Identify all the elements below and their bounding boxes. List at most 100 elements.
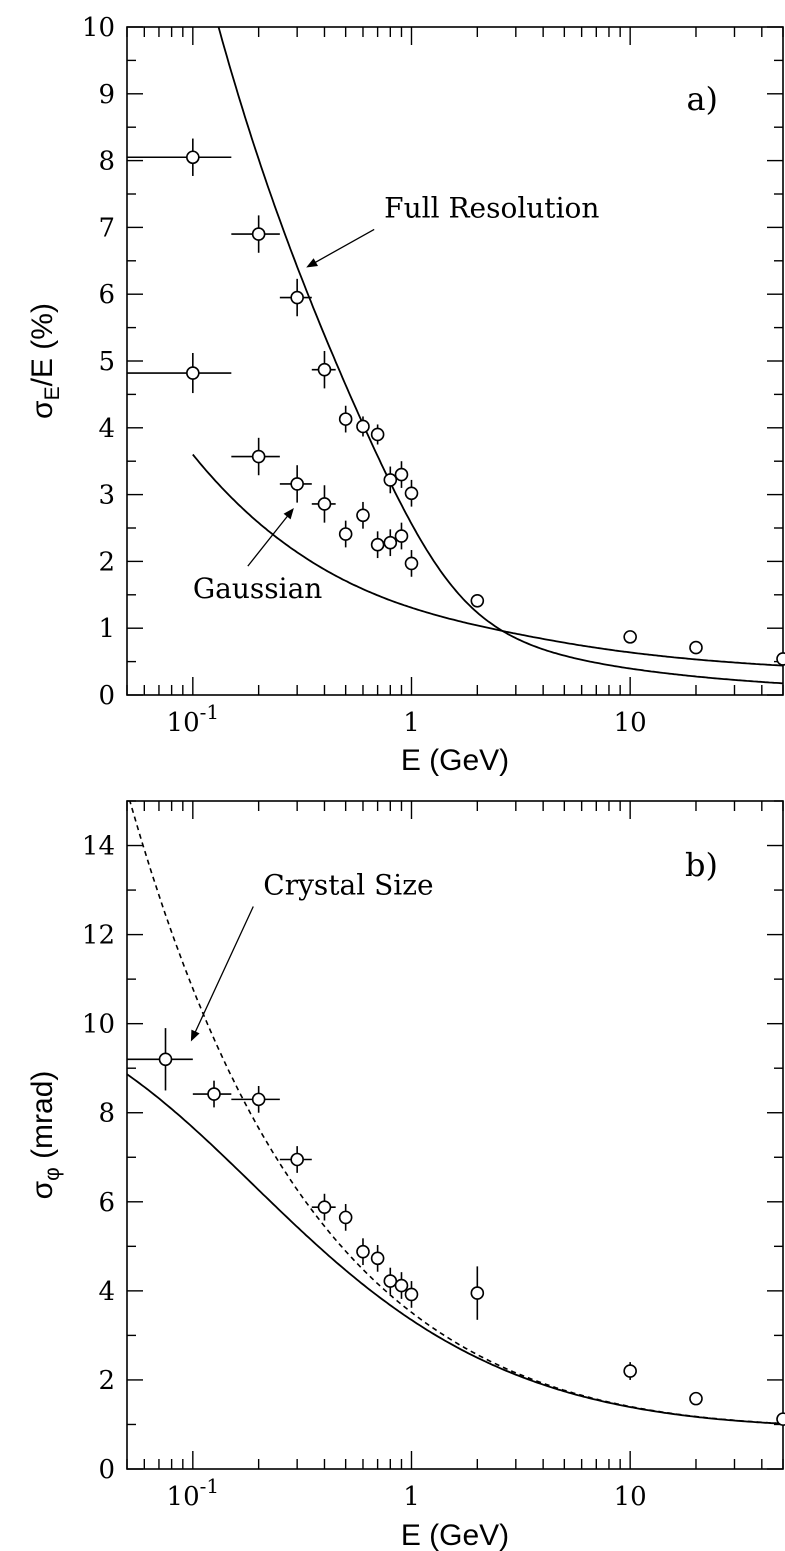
data-point [404, 550, 419, 577]
y-tick-label: 5 [98, 347, 115, 377]
y-tick-label: 3 [98, 481, 115, 511]
annotation-arrow-head [190, 1029, 200, 1042]
data-marker [186, 366, 200, 380]
data-marker [404, 1287, 419, 1302]
data-marker [290, 477, 304, 491]
data-point [231, 437, 280, 476]
panel-b-y-label-base: σ [26, 1180, 59, 1199]
data-marker [370, 1251, 385, 1266]
data-marker [356, 1244, 370, 1259]
data-marker [317, 362, 332, 377]
data-marker [186, 150, 200, 165]
data-marker [356, 508, 370, 523]
data-marker [251, 227, 266, 241]
x-tick-label: 1 [403, 1482, 420, 1512]
fit-curve-full-resolution [217, 27, 783, 685]
annotation-arrow-head [283, 508, 294, 520]
panel-b-y-label-sub: φ [41, 1167, 64, 1181]
annotation-arrow-line [247, 510, 292, 567]
y-tick-label: 7 [98, 213, 115, 243]
panel-a-y-label-sub: E [41, 386, 64, 400]
x-tick-label-base: 10 [614, 708, 647, 738]
x-tick-label-exponent: -1 [200, 1474, 219, 1498]
y-tick-label: 14 [82, 832, 115, 862]
panel-b-x-ticks: 10-1 1 10 [126, 801, 784, 1512]
data-point [394, 461, 409, 488]
data-point [231, 215, 280, 253]
data-point [231, 1086, 280, 1113]
y-tick-label: 1 [98, 614, 115, 644]
data-marker [338, 412, 353, 426]
data-point [356, 501, 370, 529]
y-tick-label: 0 [98, 681, 115, 711]
data-marker [394, 1278, 409, 1293]
annotation-label: Crystal Size [263, 869, 433, 902]
data-point [127, 1028, 193, 1091]
panel-b-fit-curves [127, 801, 783, 1425]
y-tick-label: 0 [98, 1455, 115, 1485]
data-point [311, 350, 336, 389]
data-point [338, 520, 353, 548]
data-point [279, 1146, 312, 1173]
data-marker [290, 290, 304, 305]
annotation-label: Gaussian [193, 572, 323, 605]
x-tick-label: 1 [403, 708, 420, 738]
y-tick-label: 4 [98, 1277, 115, 1307]
x-tick-label: 10 [614, 708, 647, 738]
data-point [689, 640, 703, 655]
data-point [383, 466, 398, 494]
data-marker [290, 1152, 304, 1167]
data-point [192, 1080, 232, 1108]
data-marker [394, 529, 409, 543]
x-tick-label-base: 10 [614, 1482, 647, 1512]
data-point [370, 424, 385, 445]
data-marker [317, 1200, 332, 1214]
data-marker [370, 427, 385, 442]
x-tick-label-base: 10 [167, 1482, 200, 1512]
data-point [383, 529, 398, 557]
panel-a-y-ticks: 0 1 2 3 4 5 6 7 8 9 10 [82, 13, 783, 711]
data-marker [207, 1087, 221, 1101]
panel-b-y-axis-label: σφ (mrad) [26, 1071, 64, 1200]
data-point [470, 1266, 485, 1320]
panel-b-x-axis-label: E (GeV) [401, 1519, 509, 1551]
panel-a-data-points [127, 138, 785, 666]
annotation-arrow-head [306, 258, 318, 268]
data-marker [470, 1286, 485, 1300]
y-tick-label: 2 [98, 547, 115, 577]
data-point [311, 485, 336, 523]
panel-b-data-points [127, 1028, 785, 1426]
data-point [394, 522, 409, 550]
data-point [470, 594, 485, 608]
fit-curve-gaussian [192, 453, 783, 667]
data-point [689, 1391, 703, 1406]
panel-a-y-axis-label: σE/E (%) [26, 303, 64, 419]
data-point [370, 531, 385, 559]
panel-b-annotations: Crystal Size [190, 869, 434, 1042]
data-marker [251, 1092, 266, 1107]
data-marker [623, 630, 637, 644]
fit-curve-dashed [129, 801, 783, 1425]
data-point [311, 1193, 336, 1221]
panel-a-x-ticks: 10-1 1 10 [126, 27, 784, 738]
data-point [623, 1362, 637, 1380]
y-tick-label: 12 [82, 921, 115, 951]
data-point [370, 1244, 385, 1272]
data-point [404, 479, 419, 507]
x-tick-label: 10-1 [167, 700, 220, 738]
data-marker [338, 527, 353, 541]
y-tick-label: 4 [98, 414, 115, 444]
data-point [338, 405, 353, 433]
annotation-arrow-line [191, 906, 254, 1039]
y-tick-label: 2 [98, 1366, 115, 1396]
data-marker [338, 1210, 353, 1225]
data-point [404, 1281, 419, 1308]
panel-b-label: b) [685, 846, 718, 884]
panel-a-x-axis-label: E (GeV) [401, 744, 509, 777]
data-point [338, 1204, 353, 1231]
annotation-arrow-line [309, 228, 375, 267]
panel-a-label: a) [686, 80, 718, 118]
